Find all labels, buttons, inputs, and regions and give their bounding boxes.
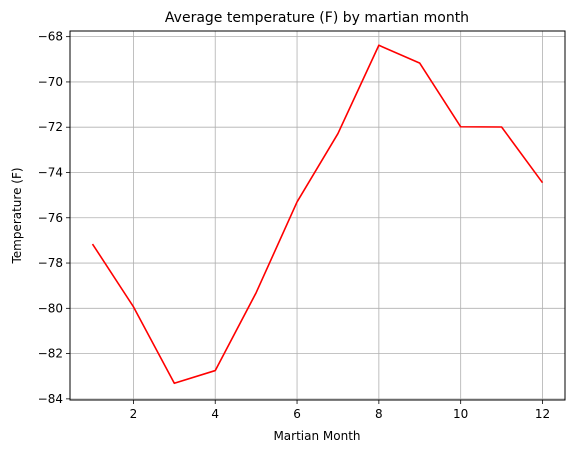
y-tick-label: −80: [38, 301, 63, 315]
y-tick-label: −72: [38, 120, 63, 134]
y-tick-label: −68: [38, 30, 63, 44]
x-tick-label: 4: [211, 407, 219, 421]
y-axis: −84 −82 −80 −78 −76 −74 −72 −70 −68: [38, 30, 70, 406]
temperature-series-line: [93, 45, 543, 383]
x-tick-label: 10: [453, 407, 468, 421]
x-axis-label: Martian Month: [273, 429, 360, 443]
plot-series: [93, 45, 543, 383]
chart-title: Average temperature (F) by martian month: [165, 10, 469, 26]
y-tick-label: −76: [38, 211, 63, 225]
y-tick-label: −82: [38, 347, 63, 361]
grid-lines: [70, 31, 565, 400]
y-tick-label: −74: [38, 165, 63, 179]
plot-frame: [70, 31, 565, 400]
x-tick-label: 12: [535, 407, 550, 421]
y-tick-label: −78: [38, 256, 63, 270]
y-tick-label: −70: [38, 75, 63, 89]
x-tick-label: 2: [130, 407, 138, 421]
x-axis: 2 4 6 8 10 12: [130, 400, 551, 421]
x-tick-label: 6: [293, 407, 301, 421]
y-axis-label: Temperature (F): [10, 167, 24, 264]
y-tick-label: −84: [38, 392, 63, 406]
x-tick-label: 8: [375, 407, 383, 421]
